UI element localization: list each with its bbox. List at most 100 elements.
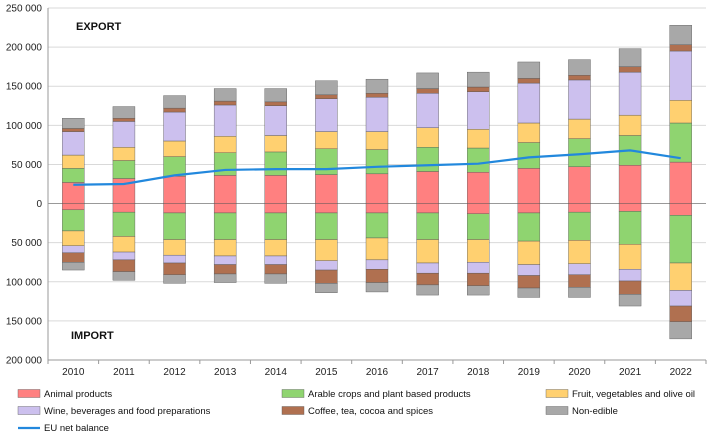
bar-export-1 — [517, 142, 541, 169]
bar-import-3 — [517, 264, 541, 276]
bar-import-1 — [315, 212, 338, 240]
legend-label: Arable crops and plant based products — [308, 389, 471, 400]
bar-import-0 — [163, 203, 186, 214]
bar-export-2 — [416, 127, 439, 148]
bar-export-2 — [163, 140, 186, 157]
bar-import-1 — [669, 215, 692, 264]
bar-export-3 — [213, 104, 237, 137]
bar-export-3 — [517, 82, 541, 124]
bar-import-4 — [365, 269, 389, 283]
bar-export-4 — [112, 118, 136, 122]
bar-export-0 — [669, 161, 692, 204]
x-tick-label: 2010 — [62, 367, 85, 378]
x-tick-label: 2017 — [416, 367, 439, 378]
legend-swatch — [545, 406, 569, 415]
bar-import-2 — [416, 239, 439, 264]
bar-import-0 — [568, 203, 591, 213]
bar-import-5 — [618, 294, 642, 307]
bar-export-2 — [467, 129, 490, 149]
bar-export-2 — [669, 100, 692, 124]
bar-export-2 — [517, 122, 541, 143]
x-tick-label: 2020 — [568, 367, 591, 378]
x-tick-label: 2014 — [265, 367, 288, 378]
bar-import-4 — [163, 262, 186, 275]
bar-import-0 — [213, 203, 237, 214]
bar-export-1 — [315, 148, 338, 175]
bar-import-3 — [112, 251, 136, 261]
bar-export-2 — [264, 135, 287, 153]
bar-export-5 — [213, 88, 237, 102]
legend-swatch — [281, 406, 305, 415]
bar-import-0 — [315, 203, 338, 214]
bar-export-2 — [213, 136, 237, 153]
x-tick-label: 2016 — [366, 367, 389, 378]
bar-import-2 — [517, 240, 541, 265]
y-tick-label: 150 000 — [6, 82, 43, 93]
bar-export-5 — [669, 25, 692, 45]
bar-export-3 — [618, 71, 642, 116]
x-axis-ticks: 2010 2011 2012 2013 2014 2015 2016 2017 2018 2019… — [62, 367, 692, 378]
bar-import-3 — [315, 260, 338, 271]
bar-export-5 — [416, 72, 439, 89]
bar-import-5 — [112, 271, 136, 281]
y-tick-label: 150 000 — [6, 316, 43, 327]
bar-export-3 — [669, 50, 692, 101]
bar-import-2 — [62, 230, 85, 246]
bar-export-3 — [315, 98, 338, 132]
x-tick-label: 2021 — [619, 367, 642, 378]
legend-swatch — [17, 389, 41, 398]
bar-import-1 — [568, 211, 591, 241]
bar-import-3 — [213, 255, 237, 265]
bar-export-3 — [62, 131, 85, 156]
bar-export-5 — [618, 48, 642, 67]
legend-label: Coffee, tea, cocoa and spices — [308, 406, 433, 417]
export-label: EXPORT — [76, 21, 122, 33]
bar-import-4 — [568, 274, 591, 288]
bar-import-2 — [112, 236, 136, 253]
bar-import-2 — [264, 239, 287, 257]
bar-import-4 — [517, 275, 541, 289]
bar-export-4 — [365, 93, 389, 98]
bar-export-5 — [163, 95, 186, 109]
bar-export-1 — [416, 147, 439, 172]
bar-import-1 — [163, 212, 186, 240]
bar-export-2 — [112, 147, 136, 161]
bar-export-0 — [365, 173, 389, 204]
legend-swatch — [281, 389, 305, 398]
bar-import-3 — [669, 290, 692, 307]
bar-import-5 — [517, 287, 541, 298]
bar-export-1 — [213, 152, 237, 176]
y-tick-label: 250 000 — [6, 4, 43, 15]
y-tick-label: 50 000 — [11, 160, 42, 171]
bar-import-4 — [669, 305, 692, 322]
bar-import-0 — [112, 203, 136, 213]
bar-import-5 — [62, 262, 85, 271]
y-tick-label: 50 000 — [11, 238, 42, 249]
legend-swatch — [545, 389, 569, 398]
bar-import-4 — [618, 280, 642, 295]
bar-import-0 — [62, 203, 85, 211]
bar-export-5 — [112, 106, 136, 119]
bar-import-1 — [517, 212, 541, 242]
bar-export-1 — [467, 147, 490, 173]
bars — [62, 25, 692, 340]
bar-export-3 — [467, 91, 490, 130]
bar-export-1 — [163, 156, 186, 177]
bar-export-0 — [517, 168, 541, 204]
bar-import-3 — [163, 254, 186, 264]
bar-import-2 — [365, 237, 389, 261]
bar-export-4 — [213, 100, 237, 106]
bar-export-0 — [416, 171, 439, 204]
import-label: IMPORT — [71, 330, 114, 342]
bar-export-2 — [568, 118, 591, 139]
bar-import-1 — [62, 209, 85, 232]
bar-export-4 — [62, 128, 85, 132]
bar-import-0 — [467, 203, 490, 214]
bar-import-2 — [213, 239, 237, 257]
bar-import-4 — [62, 252, 85, 263]
legend-label: Fruit, vegetables and olive oil — [572, 389, 695, 400]
legend-label: Wine, beverages and food preparations — [44, 406, 211, 417]
x-tick-label: 2013 — [214, 367, 237, 378]
bar-import-2 — [315, 239, 338, 261]
bar-import-0 — [517, 203, 541, 214]
